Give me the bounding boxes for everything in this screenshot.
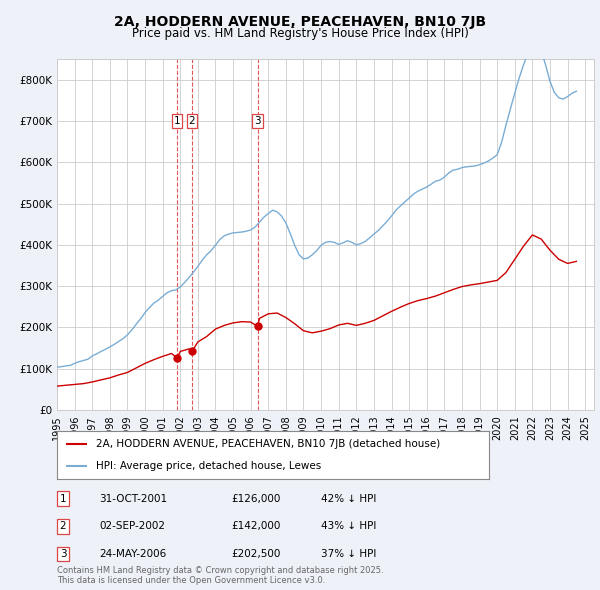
Text: 2A, HODDERN AVENUE, PEACEHAVEN, BN10 7JB (detached house): 2A, HODDERN AVENUE, PEACEHAVEN, BN10 7JB… [96,439,440,449]
Text: 1: 1 [59,494,67,503]
Text: 24-MAY-2006: 24-MAY-2006 [99,549,166,559]
Text: 2: 2 [59,522,67,531]
Text: 42% ↓ HPI: 42% ↓ HPI [321,494,376,503]
Text: 2: 2 [189,116,196,126]
Text: HPI: Average price, detached house, Lewes: HPI: Average price, detached house, Lewe… [96,461,321,471]
Text: 1: 1 [174,116,181,126]
Text: 2A, HODDERN AVENUE, PEACEHAVEN, BN10 7JB: 2A, HODDERN AVENUE, PEACEHAVEN, BN10 7JB [114,15,486,29]
Text: £126,000: £126,000 [231,494,280,503]
Text: 43% ↓ HPI: 43% ↓ HPI [321,522,376,531]
Text: 3: 3 [254,116,261,126]
Text: Contains HM Land Registry data © Crown copyright and database right 2025.
This d: Contains HM Land Registry data © Crown c… [57,566,383,585]
Text: 37% ↓ HPI: 37% ↓ HPI [321,549,376,559]
Text: 3: 3 [59,549,67,559]
Text: £142,000: £142,000 [231,522,280,531]
Text: 31-OCT-2001: 31-OCT-2001 [99,494,167,503]
Text: £202,500: £202,500 [231,549,280,559]
Text: Price paid vs. HM Land Registry's House Price Index (HPI): Price paid vs. HM Land Registry's House … [131,27,469,40]
Text: 02-SEP-2002: 02-SEP-2002 [99,522,165,531]
